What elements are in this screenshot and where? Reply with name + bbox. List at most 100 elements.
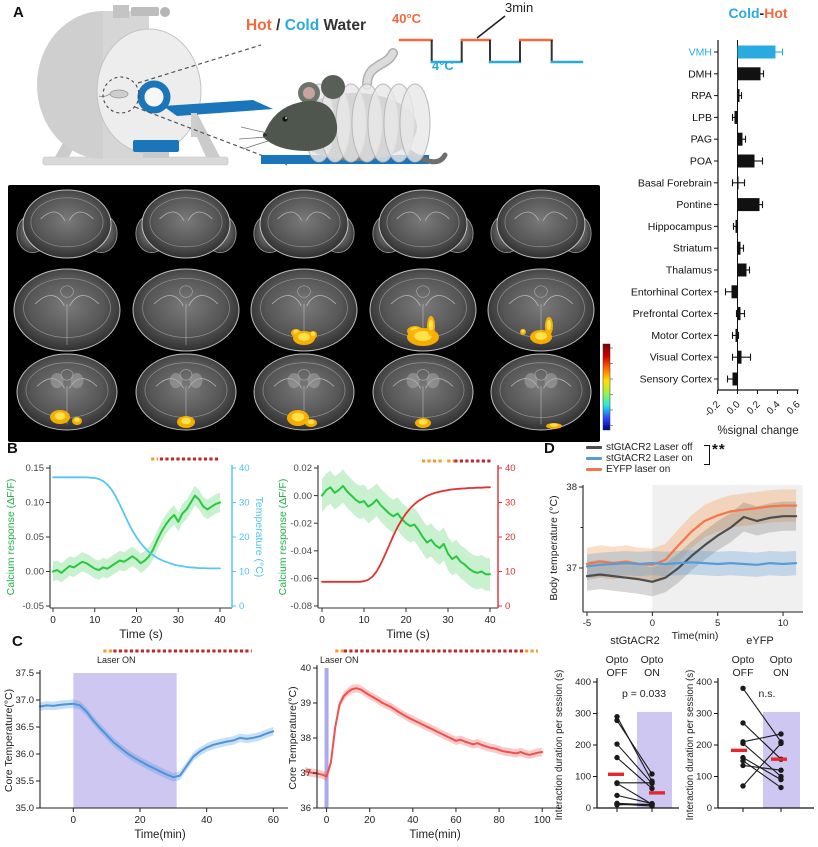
svg-text:Time (s): Time (s) <box>119 627 163 641</box>
svg-text:0: 0 <box>50 615 56 626</box>
protocol-pulse-duration-label: 3min <box>505 0 534 15</box>
svg-text:Motor Cortex: Motor Cortex <box>651 330 712 342</box>
svg-text:Entorhinal Cortex: Entorhinal Cortex <box>631 286 713 298</box>
svg-text:60: 60 <box>450 815 462 826</box>
svg-text:0.02: 0.02 <box>294 463 313 474</box>
svg-text:80: 80 <box>494 815 506 826</box>
svg-text:10: 10 <box>358 615 370 626</box>
svg-text:37: 37 <box>300 768 311 779</box>
svg-text:%signal change: %signal change <box>717 425 798 437</box>
svg-text:100: 100 <box>575 772 591 783</box>
hot-cold-water-label: Hot / Cold Water <box>246 17 366 35</box>
svg-text:Opto: Opto <box>770 654 793 666</box>
svg-text:40: 40 <box>484 615 496 626</box>
svg-text:PAG: PAG <box>691 134 712 146</box>
protocol-high-temp-label: 40°C <box>392 11 422 26</box>
svg-text:Interaction duration per sessi: Interaction duration per session (s) <box>554 670 565 821</box>
svg-text:0: 0 <box>505 601 510 612</box>
svg-text:eYFP: eYFP <box>746 635 774 647</box>
svg-text:Time(min): Time(min) <box>134 829 185 841</box>
svg-text:-0.06: -0.06 <box>290 574 312 585</box>
region-bar-chart: VMH DMH RPA LPB PAG POA Basal Forebrain Pontine… <box>631 40 803 437</box>
b_right-chart: 0.02 0.00 -0.02 -0.04 -0.06 -0.08 0 10 20 30 40 Tim… <box>277 459 516 641</box>
svg-text:35.0: 35.0 <box>16 803 35 814</box>
svg-text:Striatum: Striatum <box>673 243 712 255</box>
legend-line-laser-on <box>586 457 602 460</box>
svg-text:100: 100 <box>534 815 551 826</box>
legend-label-laser-off: stGtACR2 Laser off <box>606 442 693 453</box>
svg-text:30: 30 <box>442 615 454 626</box>
legend-label-eyfp: EYFP laser on <box>606 464 671 475</box>
svg-text:10: 10 <box>239 567 250 578</box>
bar-chart-title: Cold-Hot <box>698 5 818 21</box>
svg-text:Core Temperature(°C): Core Temperature(°C) <box>287 686 299 789</box>
legend-item-laser-off: stGtACR2 Laser off <box>586 442 693 453</box>
svg-text:38: 38 <box>566 482 577 493</box>
temperature-protocol-wave <box>398 15 584 64</box>
svg-text:100: 100 <box>696 772 712 783</box>
svg-text:Sensory Cortex: Sensory Cortex <box>640 374 713 386</box>
significance-stars: ** <box>712 441 726 458</box>
svg-text:0.15: 0.15 <box>26 463 45 474</box>
svg-text:POA: POA <box>690 156 712 168</box>
svg-text:Opto: Opto <box>606 654 629 666</box>
svg-text:36: 36 <box>300 803 311 814</box>
svg-text:20: 20 <box>364 815 376 826</box>
svg-text:-0.05: -0.05 <box>22 601 44 612</box>
svg-text:30: 30 <box>505 498 516 509</box>
svg-text:5: 5 <box>715 618 720 629</box>
svg-text:Hippocampus: Hippocampus <box>648 221 712 233</box>
svg-text:300: 300 <box>696 709 712 720</box>
svg-text:Visual Cortex: Visual Cortex <box>650 352 713 364</box>
bar-title-cold: Cold <box>728 5 760 21</box>
svg-text:37.5: 37.5 <box>16 668 35 679</box>
svg-text:-0.08: -0.08 <box>290 601 312 612</box>
svg-text:Laser ON: Laser ON <box>320 655 359 665</box>
svg-text:Opto: Opto <box>641 654 664 666</box>
hot-text: Hot <box>246 17 272 34</box>
svg-text:Calcium response (ΔF/F): Calcium response (ΔF/F) <box>277 479 289 596</box>
svg-text:20: 20 <box>134 815 146 826</box>
svg-text:0: 0 <box>71 815 77 826</box>
svg-text:200: 200 <box>575 740 591 751</box>
d-top-chart: 38 37 -5 0 5 10 Time(min) Body temperature (°C) <box>548 482 803 642</box>
svg-text:40: 40 <box>214 615 226 626</box>
bar-title-hot: Hot <box>764 5 788 21</box>
svg-text:0: 0 <box>239 601 244 612</box>
svg-text:LPB: LPB <box>692 112 712 124</box>
svg-text:37.0: 37.0 <box>16 695 35 706</box>
svg-text:40: 40 <box>300 663 311 674</box>
svg-text:Calcium response (ΔF/F): Calcium response (ΔF/F) <box>5 479 17 596</box>
svg-text:0: 0 <box>650 618 655 629</box>
panel-c-label: C <box>12 633 23 650</box>
svg-text:0.0: 0.0 <box>725 399 743 417</box>
svg-text:60: 60 <box>268 815 280 826</box>
significance-bracket <box>704 445 710 465</box>
legend-item-eyfp: EYFP laser on <box>586 464 693 475</box>
d_pair_right-chart: 0100200300400eYFPOptoOFFOptoONn.s.Intera… <box>685 635 814 820</box>
svg-text:Laser ON: Laser ON <box>97 655 136 665</box>
panel-d-label: D <box>544 440 555 457</box>
svg-text:Body temperature (°C): Body temperature (°C) <box>548 495 560 600</box>
svg-text:40: 40 <box>239 463 250 474</box>
svg-text:0.05: 0.05 <box>26 532 45 543</box>
svg-text:20: 20 <box>400 615 412 626</box>
svg-text:n.s.: n.s. <box>759 688 776 700</box>
svg-text:Prefrontal Cortex: Prefrontal Cortex <box>633 308 713 320</box>
svg-text:10: 10 <box>505 567 516 578</box>
svg-text:Basal Forebrain: Basal Forebrain <box>638 177 712 189</box>
svg-text:OFF: OFF <box>733 667 754 679</box>
svg-text:37: 37 <box>566 563 577 574</box>
svg-text:Time(min): Time(min) <box>672 630 719 642</box>
brain-slice-montage <box>8 185 600 442</box>
svg-text:40: 40 <box>407 815 419 826</box>
svg-text:36.0: 36.0 <box>16 749 35 760</box>
panel-b-label: B <box>7 440 18 457</box>
svg-text:Thalamus: Thalamus <box>666 265 712 277</box>
d-top-legend: stGtACR2 Laser off stGtACR2 Laser on EYF… <box>586 442 693 475</box>
svg-text:Time(min): Time(min) <box>409 829 460 841</box>
svg-text:ON: ON <box>773 667 789 679</box>
legend-label-laser-on: stGtACR2 Laser on <box>606 453 693 464</box>
svg-text:VMH: VMH <box>689 47 712 59</box>
